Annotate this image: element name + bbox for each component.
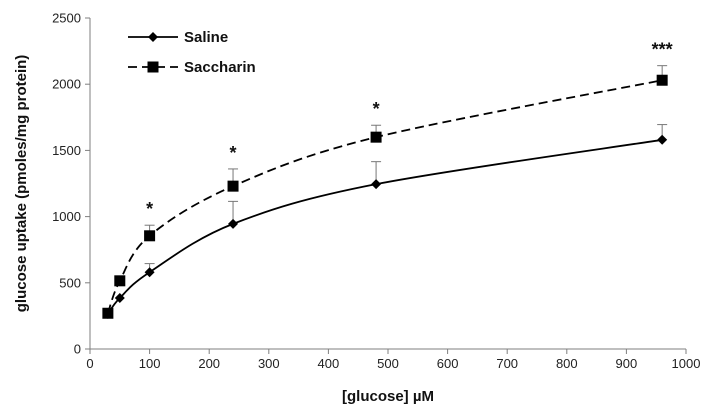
y-tick-label: 2000 <box>52 77 81 92</box>
x-tick-label: 1000 <box>672 356 701 371</box>
x-tick-label: 200 <box>198 356 220 371</box>
legend-label-saline: Saline <box>184 29 228 46</box>
y-tick-label: 0 <box>74 342 81 357</box>
legend-label-saccharin: Saccharin <box>184 59 256 76</box>
legend-marker-saccharin <box>147 61 159 73</box>
x-tick-label: 0 <box>86 356 93 371</box>
y-tick-label: 2500 <box>52 11 81 26</box>
series-markers <box>102 74 668 319</box>
error-bars <box>144 65 668 273</box>
axes: 0 500 1000 1500 2000 2500 0 100 200 300 400 500 600 7… <box>52 11 700 372</box>
x-tick-label: 900 <box>616 356 638 371</box>
x-tick-label: 300 <box>258 356 280 371</box>
data-point-saline <box>657 134 668 145</box>
significance-marker: * <box>230 143 237 163</box>
x-tick-label: 700 <box>496 356 518 371</box>
significance-marker: *** <box>652 40 673 60</box>
significance-marker: * <box>146 199 153 219</box>
data-point-saline <box>114 293 125 304</box>
data-point-saline <box>371 179 382 190</box>
significance-marker: * <box>373 99 380 119</box>
data-point-saline <box>228 218 239 229</box>
legend: Saline Saccharin <box>128 29 256 76</box>
data-point-saccharin <box>144 230 156 242</box>
x-axis-title: [glucose] µM <box>342 388 434 405</box>
series-line-saline <box>107 138 663 315</box>
data-point-saline <box>144 267 155 278</box>
x-tick-label: 400 <box>318 356 340 371</box>
data-point-saccharin <box>102 307 114 319</box>
data-point-saccharin <box>370 131 382 143</box>
series-lines <box>107 79 663 315</box>
series-line-saccharin <box>107 79 663 314</box>
x-tick-label: 500 <box>377 356 399 371</box>
y-tick-label: 500 <box>59 275 81 290</box>
data-point-saccharin <box>227 180 239 192</box>
x-tick-label: 100 <box>139 356 161 371</box>
y-tick-label: 1500 <box>52 143 81 158</box>
x-tick-label: 800 <box>556 356 578 371</box>
y-tick-label: 1000 <box>52 209 81 224</box>
legend-marker-saline <box>148 32 158 42</box>
significance-annotations: ****** <box>146 40 673 220</box>
x-tick-label: 600 <box>437 356 459 371</box>
y-axis-title: glucose uptake (pmoles/mg protein) <box>13 55 30 313</box>
data-point-saccharin <box>114 275 126 287</box>
data-point-saccharin <box>656 74 668 86</box>
